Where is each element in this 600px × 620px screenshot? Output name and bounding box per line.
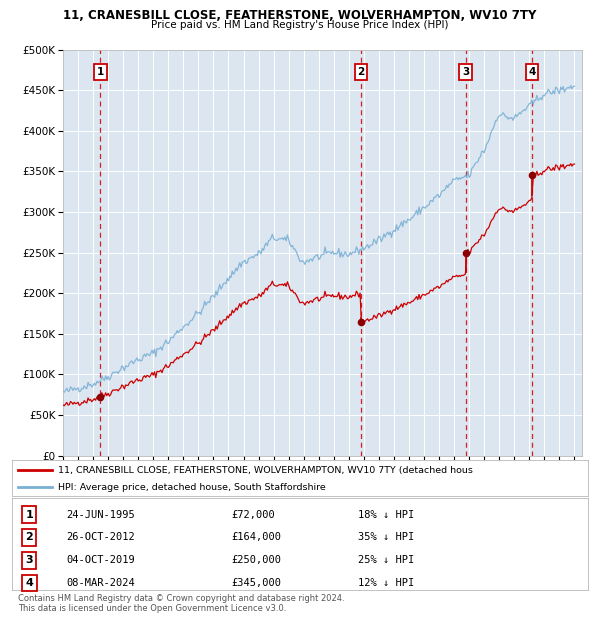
Text: Contains HM Land Registry data © Crown copyright and database right 2024.: Contains HM Land Registry data © Crown c… (18, 594, 344, 603)
Text: 1: 1 (25, 510, 33, 520)
Text: 35% ↓ HPI: 35% ↓ HPI (358, 533, 414, 542)
Text: 2: 2 (358, 67, 365, 77)
Text: £345,000: £345,000 (231, 578, 281, 588)
Text: 11, CRANESBILL CLOSE, FEATHERSTONE, WOLVERHAMPTON, WV10 7TY: 11, CRANESBILL CLOSE, FEATHERSTONE, WOLV… (64, 9, 536, 22)
Text: 3: 3 (25, 556, 33, 565)
Text: 1: 1 (97, 67, 104, 77)
Text: 4: 4 (529, 67, 536, 77)
Text: 12% ↓ HPI: 12% ↓ HPI (358, 578, 414, 588)
Text: This data is licensed under the Open Government Licence v3.0.: This data is licensed under the Open Gov… (18, 604, 286, 613)
Text: £72,000: £72,000 (231, 510, 275, 520)
Text: 26-OCT-2012: 26-OCT-2012 (67, 533, 136, 542)
Text: 18% ↓ HPI: 18% ↓ HPI (358, 510, 414, 520)
Text: 25% ↓ HPI: 25% ↓ HPI (358, 556, 414, 565)
Text: 3: 3 (462, 67, 469, 77)
Text: 24-JUN-1995: 24-JUN-1995 (67, 510, 136, 520)
Text: HPI: Average price, detached house, South Staffordshire: HPI: Average price, detached house, Sout… (58, 482, 326, 492)
Text: 08-MAR-2024: 08-MAR-2024 (67, 578, 136, 588)
Text: 04-OCT-2019: 04-OCT-2019 (67, 556, 136, 565)
Text: 2: 2 (25, 533, 33, 542)
Text: £164,000: £164,000 (231, 533, 281, 542)
Text: 11, CRANESBILL CLOSE, FEATHERSTONE, WOLVERHAMPTON, WV10 7TY (detached hous: 11, CRANESBILL CLOSE, FEATHERSTONE, WOLV… (58, 466, 473, 474)
Text: Price paid vs. HM Land Registry's House Price Index (HPI): Price paid vs. HM Land Registry's House … (151, 20, 449, 30)
Text: £250,000: £250,000 (231, 556, 281, 565)
Text: 4: 4 (25, 578, 33, 588)
